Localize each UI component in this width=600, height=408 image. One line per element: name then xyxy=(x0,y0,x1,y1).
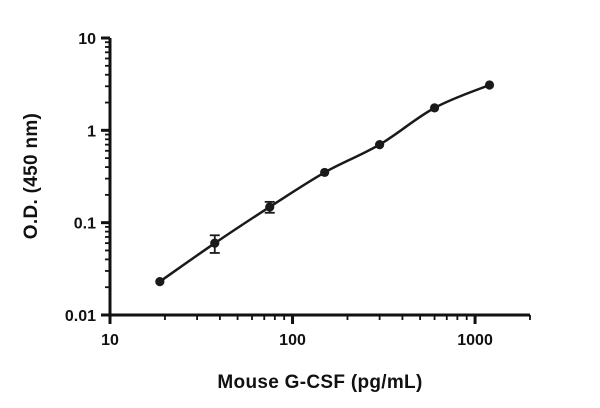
data-point xyxy=(375,140,385,150)
y-tick-label: 0.01 xyxy=(65,308,96,325)
data-point xyxy=(265,202,275,212)
data-point xyxy=(155,277,165,287)
data-point xyxy=(210,238,220,248)
y-tick-label: 1 xyxy=(87,123,96,140)
y-tick-label: 10 xyxy=(78,31,96,48)
data-point xyxy=(429,103,440,113)
fit-curve xyxy=(159,83,490,283)
x-axis-title: Mouse G-CSF (pg/mL) xyxy=(217,372,423,393)
data-point xyxy=(484,80,495,90)
x-tick-label: 100 xyxy=(279,332,306,349)
x-tick-label: 1000 xyxy=(457,332,493,349)
data-point xyxy=(320,167,330,178)
y-tick-label: 0.1 xyxy=(74,216,96,233)
x-tick-label: 10 xyxy=(101,332,119,349)
y-axis-title: O.D. (450 nm) xyxy=(21,112,42,240)
